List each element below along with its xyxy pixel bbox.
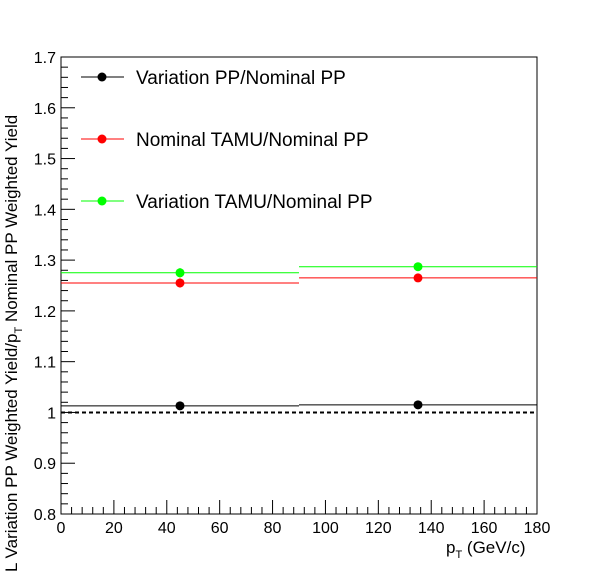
x-axis-label-subscript: T: [455, 549, 462, 561]
data-point: [175, 278, 185, 288]
x-tick-label: 20: [105, 520, 123, 537]
y-tick-label: 1.2: [34, 304, 56, 321]
x-tick-label: 120: [365, 520, 392, 537]
y-tick-label: 1: [47, 405, 56, 422]
series-0: [61, 400, 537, 411]
x-tick-label: 180: [524, 520, 551, 537]
legend-marker: [97, 72, 107, 82]
legend-marker: [97, 134, 107, 144]
data-point: [175, 401, 185, 411]
x-tick-label: 0: [57, 520, 66, 537]
y-tick-label: 1.6: [34, 101, 56, 118]
tick-labels: 0 20 40 60 80 100 120 140 160 180 0.8 0.9 1 1.1 1.2 1.3…: [34, 50, 551, 537]
y-tick-label: 1.3: [34, 253, 56, 270]
x-tick-label: 60: [211, 520, 229, 537]
y-tick-label: 0.9: [34, 456, 56, 473]
plot-frame: [60, 56, 538, 515]
x-tick-label: 80: [264, 520, 282, 537]
series-1: [61, 273, 537, 288]
x-tick-label: 160: [471, 520, 498, 537]
data-point: [175, 268, 185, 278]
data-point: [413, 400, 423, 410]
y-tick-label: 1.4: [34, 202, 56, 219]
legend-marker: [97, 196, 107, 206]
y-tick-label: 1.5: [34, 152, 56, 169]
data-point: [413, 273, 423, 283]
series-2: [61, 262, 537, 278]
x-tick-label: 140: [418, 520, 445, 537]
data-series: [61, 262, 537, 411]
y-axis-label: L Variation PP Weighted Yield/pT Nominal…: [2, 115, 25, 572]
y-tick-label: 1.1: [34, 355, 56, 372]
y-tick-label: 0.8: [34, 507, 56, 524]
y-axis-label-subscript: T: [13, 327, 25, 334]
x-tick-label: 100: [312, 520, 339, 537]
y-tick-label: 1.7: [34, 50, 56, 67]
legend: Variation PP/Nominal PP Nominal TAMU/Nomi…: [81, 68, 373, 213]
data-point: [413, 262, 423, 272]
axis-ticks: [60, 56, 538, 515]
legend-label: Variation TAMU/Nominal PP: [136, 192, 373, 213]
legend-label: Variation PP/Nominal PP: [136, 68, 346, 89]
x-axis-label: pT (GeV/c): [446, 538, 526, 561]
legend-label: Nominal TAMU/Nominal PP: [136, 130, 369, 151]
x-tick-label: 40: [158, 520, 176, 537]
